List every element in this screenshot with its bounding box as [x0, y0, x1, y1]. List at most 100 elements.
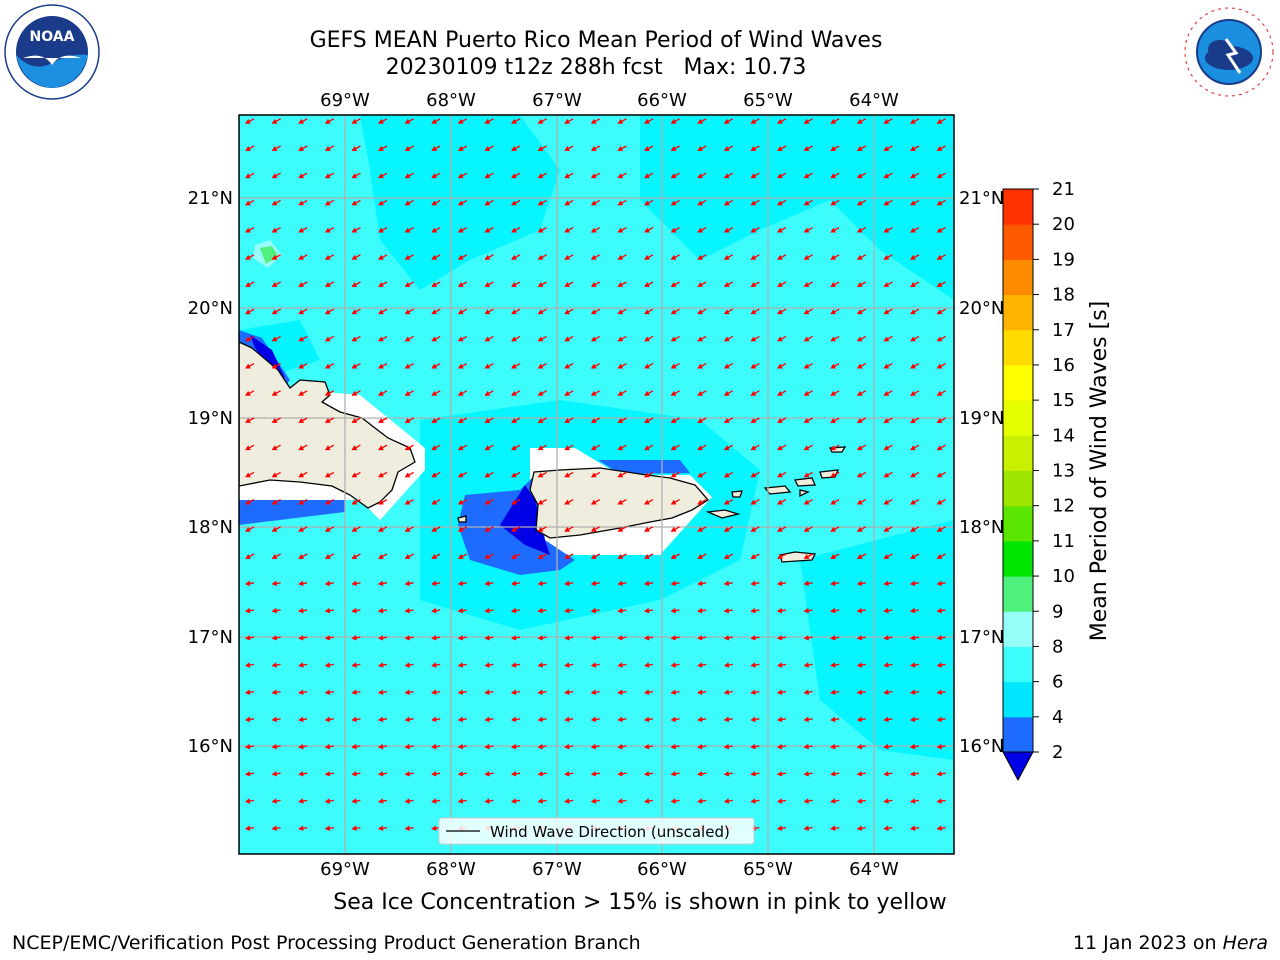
wind-wave-arrow-head [723, 254, 730, 260]
wind-wave-arrow-head [271, 607, 277, 614]
wind-wave-arrow-head [750, 227, 757, 233]
wind-wave-arrow-head [617, 173, 624, 179]
wind-wave-arrow-head [644, 282, 650, 287]
lat-label: 18°N [959, 517, 1004, 538]
wind-wave-arrow-head [910, 309, 916, 315]
wind-wave-arrow-head [883, 390, 890, 396]
wind-wave-arrow-head [298, 580, 304, 587]
wind-wave-arrow-head [377, 743, 384, 750]
wind-wave-arrow-head [883, 445, 890, 451]
wind-wave-arrow-head [511, 526, 517, 532]
wind-wave-arrow-head [670, 499, 677, 505]
wind-wave-arrow-head [723, 363, 730, 369]
wind-wave-arrow-head [484, 146, 491, 151]
wind-wave-arrow-head [457, 635, 464, 641]
wind-wave-arrow-head [457, 173, 464, 179]
lat-labels-right: 21°N 20°N 19°N 18°N 17°N 16°N [959, 188, 1004, 757]
wind-wave-arrow-head [856, 798, 863, 804]
wind-wave-arrow-head [511, 309, 517, 315]
wind-wave-arrow-head [936, 336, 943, 342]
wind-wave-arrow-head [909, 771, 916, 777]
wind-wave-arrow-head [750, 662, 756, 668]
colorbar-label: Mean Period of Wind Waves [s] [1087, 301, 1112, 641]
wind-wave-arrow-head [271, 336, 278, 342]
wind-wave-arrow-head [856, 254, 863, 260]
wind-wave-arrow-head [484, 309, 491, 315]
wind-wave-arrow-head [670, 607, 676, 614]
map-subtitle-run: 20230109 t12z 288h fcst Max: 10.73 [385, 55, 807, 80]
wind-wave-arrow-head [617, 254, 624, 260]
colorbar-tick-label: 16 [1052, 355, 1075, 376]
wind-wave-arrow-head [830, 798, 836, 804]
wind-wave-arrow-head [723, 662, 730, 668]
wind-wave-arrow-head [643, 798, 650, 804]
wind-wave-arrow-head [776, 798, 783, 804]
wind-wave-arrow-head [803, 472, 810, 478]
wind-wave-arrow-head [750, 309, 757, 315]
wind-wave-arrow-head [723, 580, 730, 587]
wind-wave-arrow-head [431, 554, 438, 559]
wind-wave-arrow-head [910, 554, 916, 559]
colorbar-tick-label: 8 [1052, 636, 1063, 657]
wind-wave-arrow-head [883, 472, 890, 478]
wind-wave-arrow-head [590, 227, 597, 233]
wind-wave-arrow-head [856, 499, 863, 505]
wind-wave-arrow-head [537, 282, 544, 287]
wind-wave-arrow-head [484, 635, 490, 641]
wind-wave-arrow-head [431, 635, 437, 641]
wind-wave-arrow-head [324, 499, 331, 505]
wind-wave-arrow-head [776, 716, 783, 723]
lon-label: 69°W [320, 859, 370, 880]
map-title: GEFS MEAN Puerto Rico Mean Period of Win… [309, 28, 883, 53]
wind-wave-arrow-head [590, 309, 597, 315]
wind-wave-arrow-head [750, 173, 757, 179]
wind-wave-arrow-head [936, 200, 943, 206]
lon-label: 69°W [320, 90, 370, 111]
wind-wave-arrow-head [378, 173, 384, 179]
wind-wave-arrow-head [644, 173, 650, 179]
legend-label: Wind Wave Direction (unscaled) [490, 823, 730, 841]
wind-wave-arrow-head [723, 173, 730, 179]
wind-wave-arrow-head [484, 716, 490, 723]
wind-wave-arrow-head [404, 336, 411, 342]
wind-wave-arrow-head [803, 282, 810, 287]
wind-wave-arrow-head [537, 716, 543, 723]
wind-wave-arrow-head [830, 390, 837, 396]
wind-wave-arrow-head [883, 635, 889, 641]
wind-wave-arrow-head [830, 309, 837, 315]
wind-wave-arrow-head [564, 743, 570, 750]
wind-wave-arrow-head [670, 200, 677, 206]
colorbar-tick-label: 18 [1052, 285, 1075, 306]
wind-wave-arrow-head [617, 635, 623, 641]
wind-wave-arrow-head [723, 607, 730, 614]
wind-wave-arrow-head [564, 418, 571, 423]
wind-wave-arrow-head [723, 146, 730, 151]
wind-wave-arrow-head [324, 526, 331, 532]
wind-wave-arrow-head [750, 282, 757, 287]
wind-wave-arrow-head [378, 445, 384, 451]
wind-wave-arrow-head [351, 689, 357, 695]
wind-wave-arrow-head [511, 472, 517, 478]
wind-wave-arrow-head [404, 254, 411, 260]
wind-wave-arrow-head [431, 689, 437, 695]
wind-wave-arrow-head [564, 200, 571, 206]
wind-wave-arrow-head [750, 716, 756, 723]
wind-wave-arrow-head [830, 716, 836, 723]
wind-wave-arrow-head [697, 607, 703, 614]
wind-wave-arrow-head [324, 580, 331, 587]
wind-wave-arrow-head [936, 635, 942, 641]
wind-wave-arrow-head [537, 336, 544, 342]
wind-wave-arrow-head [830, 146, 837, 151]
wind-wave-arrow-head [510, 716, 517, 723]
wind-wave-arrow-head [244, 743, 251, 750]
wind-wave-arrow-head [670, 743, 676, 750]
wind-wave-arrow-head [697, 499, 704, 505]
wind-wave-arrow-head [644, 227, 650, 233]
wind-wave-arrow-head [537, 526, 544, 532]
wind-wave-arrow-head [484, 554, 491, 559]
wind-wave-arrow-head [590, 363, 597, 369]
wind-wave-arrow-head [378, 227, 384, 233]
wind-wave-arrow-head [590, 282, 597, 287]
wind-wave-arrow-head [723, 445, 730, 451]
wind-wave-arrow-head [564, 146, 571, 151]
